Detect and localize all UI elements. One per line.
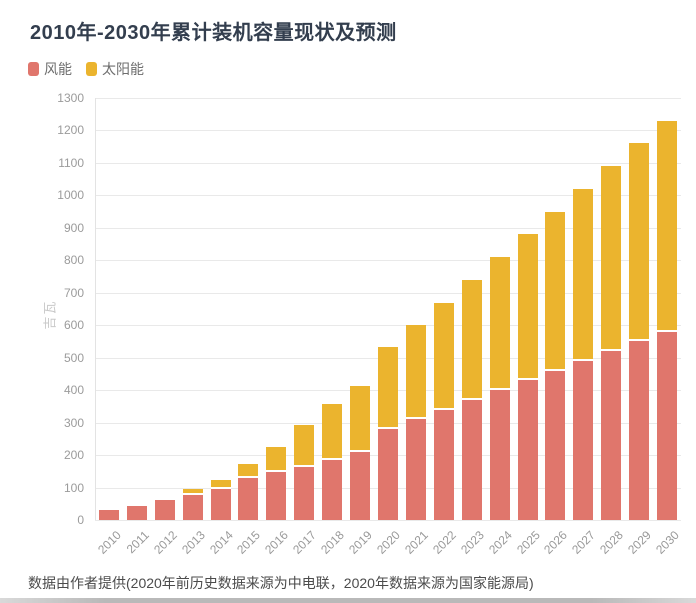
wind-bar-segment[interactable]: [489, 390, 510, 520]
x-tick-label: 2017: [290, 528, 320, 557]
wind-legend-swatch-icon: [28, 62, 39, 76]
gridline: [95, 162, 681, 164]
solar-bar-segment[interactable]: [294, 424, 315, 467]
x-tick-label: 2028: [597, 528, 627, 557]
gridline: [95, 260, 681, 262]
gridline: [95, 227, 681, 229]
wind-bar-segment[interactable]: [601, 351, 622, 520]
solar-bar-segment[interactable]: [573, 188, 594, 361]
y-tick-label: 800: [63, 253, 84, 268]
wind-bar-segment[interactable]: [182, 495, 203, 520]
solar-legend-swatch-icon: [86, 62, 97, 76]
wind-bar-segment[interactable]: [322, 460, 343, 520]
wind-bar-segment[interactable]: [517, 380, 538, 520]
wind-bar-segment[interactable]: [238, 478, 259, 520]
solar-bar-segment[interactable]: [657, 120, 678, 332]
wind-bar-segment[interactable]: [154, 500, 175, 520]
solar-bar-segment[interactable]: [601, 166, 622, 352]
y-tick-label: 400: [63, 383, 84, 398]
x-tick-label: 2030: [653, 528, 682, 557]
gridline: [95, 98, 681, 99]
wind-bar-segment[interactable]: [126, 505, 147, 520]
solar-bar-segment[interactable]: [126, 504, 147, 507]
x-tick-label: 2024: [485, 528, 515, 557]
x-tick-label: 2029: [625, 528, 655, 557]
solar-bar-segment[interactable]: [266, 446, 287, 472]
x-tick-label: 2025: [513, 528, 543, 557]
y-tick-label: 700: [63, 285, 84, 300]
y-tick-label: 100: [63, 480, 84, 495]
x-tick-label: 2020: [374, 528, 403, 557]
y-tick-label: 1200: [57, 123, 84, 138]
y-tick-label: 900: [63, 220, 84, 235]
gridline: [95, 292, 681, 294]
y-tick-label: 500: [63, 350, 84, 365]
wind-bar-segment[interactable]: [350, 451, 371, 520]
solar-bar-segment[interactable]: [322, 403, 343, 461]
x-tick-label: 2022: [429, 528, 459, 557]
x-tick-label: 2019: [346, 528, 375, 557]
x-tick-label: 2018: [318, 528, 348, 557]
wind-bar-segment[interactable]: [461, 399, 482, 520]
x-tick-label: 2010: [95, 528, 124, 557]
x-tick-label: 2013: [178, 528, 208, 557]
wind-bar-segment[interactable]: [629, 341, 650, 520]
solar-bar-segment[interactable]: [405, 325, 426, 420]
wind-bar-segment[interactable]: [573, 360, 594, 520]
y-tick-label: 300: [63, 415, 84, 430]
solar-bar-segment[interactable]: [517, 234, 538, 381]
wind-bar-segment[interactable]: [266, 471, 287, 520]
x-tick-label: 2026: [541, 528, 571, 557]
gridline: [95, 195, 681, 197]
solar-bar-segment[interactable]: [461, 279, 482, 400]
y-tick-label: 600: [63, 318, 84, 333]
legend-item-solar[interactable]: 太阳能: [86, 59, 144, 79]
legend-item-label: 太阳能: [102, 61, 144, 77]
y-tick-label: 0: [77, 513, 84, 527]
x-tick-label: 2021: [402, 528, 431, 557]
solar-bar-segment[interactable]: [154, 497, 175, 501]
y-axis-line: [95, 98, 96, 520]
wind-bar-segment[interactable]: [98, 509, 119, 520]
wind-bar-segment[interactable]: [210, 488, 231, 520]
x-tick-label: 2027: [569, 528, 599, 557]
solar-bar-segment[interactable]: [182, 489, 203, 496]
y-tick-label: 1300: [57, 91, 84, 105]
y-tick-label: 1000: [57, 188, 84, 203]
legend-item-wind[interactable]: 风能: [28, 59, 72, 79]
x-tick-label: 2011: [123, 528, 152, 557]
legend-item-label: 风能: [44, 61, 72, 77]
solar-bar-segment[interactable]: [545, 211, 566, 371]
wind-bar-segment[interactable]: [378, 428, 398, 520]
gridline: [95, 520, 681, 521]
data-source-note: 数据由作者提供(2020年前历史数据来源为中电联，2020年数据来源为国家能源局…: [28, 575, 534, 591]
x-tick-label: 2023: [457, 528, 487, 557]
solar-bar-segment[interactable]: [629, 143, 650, 342]
wind-bar-segment[interactable]: [433, 409, 454, 520]
solar-bar-segment[interactable]: [378, 346, 398, 429]
solar-bar-segment[interactable]: [489, 257, 510, 391]
y-tick-label: 200: [63, 448, 84, 463]
chart-title: 2010年-2030年累计装机容量现状及预测: [30, 22, 397, 44]
bottom-border: [0, 598, 696, 603]
solar-bar-segment[interactable]: [210, 479, 231, 489]
x-tick-label: 2015: [234, 528, 264, 557]
gridline: [95, 325, 681, 327]
y-tick-label: 1100: [58, 155, 84, 170]
wind-bar-segment[interactable]: [294, 466, 315, 520]
solar-bar-segment[interactable]: [238, 464, 259, 479]
solar-bar-segment[interactable]: [350, 385, 371, 452]
wind-bar-segment[interactable]: [657, 331, 678, 520]
wind-bar-segment[interactable]: [545, 370, 566, 520]
solar-bar-segment[interactable]: [433, 302, 454, 410]
x-tick-label: 2016: [262, 528, 292, 557]
x-tick-label: 2012: [150, 528, 180, 557]
legend: 风能 太阳能: [28, 59, 144, 79]
wind-bar-segment[interactable]: [405, 419, 426, 520]
gridline: [95, 130, 681, 132]
x-tick-label: 2014: [206, 528, 236, 557]
